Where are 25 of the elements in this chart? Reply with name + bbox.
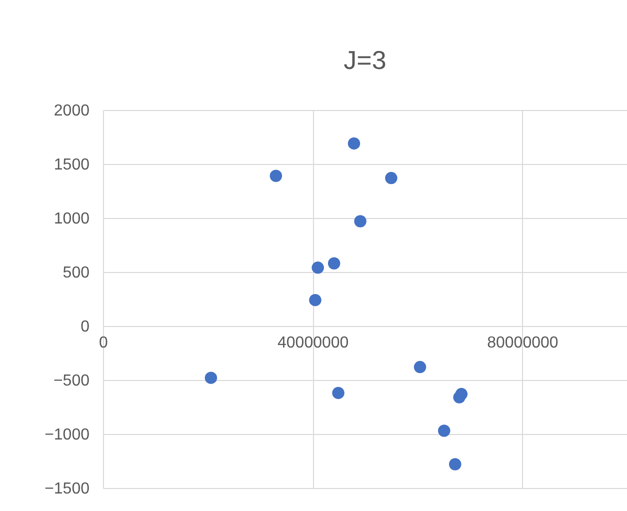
point [385, 172, 398, 184]
x-tick-label: 0 [99, 334, 108, 352]
y-tick-label: 1500 [54, 156, 90, 174]
y-tick-label: −1000 [44, 426, 90, 444]
point [453, 391, 466, 404]
point [204, 372, 218, 384]
x-tick-label: 40000000 [278, 334, 349, 352]
point [328, 257, 340, 270]
y-tick-label: 0 [80, 318, 90, 336]
point [414, 360, 426, 374]
x-tick-label: 80000000 [487, 334, 558, 352]
point [312, 262, 324, 274]
point [438, 424, 450, 437]
point [270, 170, 282, 182]
point [354, 215, 366, 228]
chart-title: J=3 [344, 45, 386, 75]
y-tick-label: 500 [62, 264, 90, 282]
y-tick-label: 1000 [54, 210, 90, 228]
y-tick-label: 2000 [54, 102, 90, 120]
point [332, 386, 344, 400]
y-tick-label: −1500 [44, 480, 90, 498]
point [449, 458, 462, 470]
point [348, 137, 360, 150]
point [309, 294, 322, 306]
y-tick-label: −500 [53, 372, 90, 390]
